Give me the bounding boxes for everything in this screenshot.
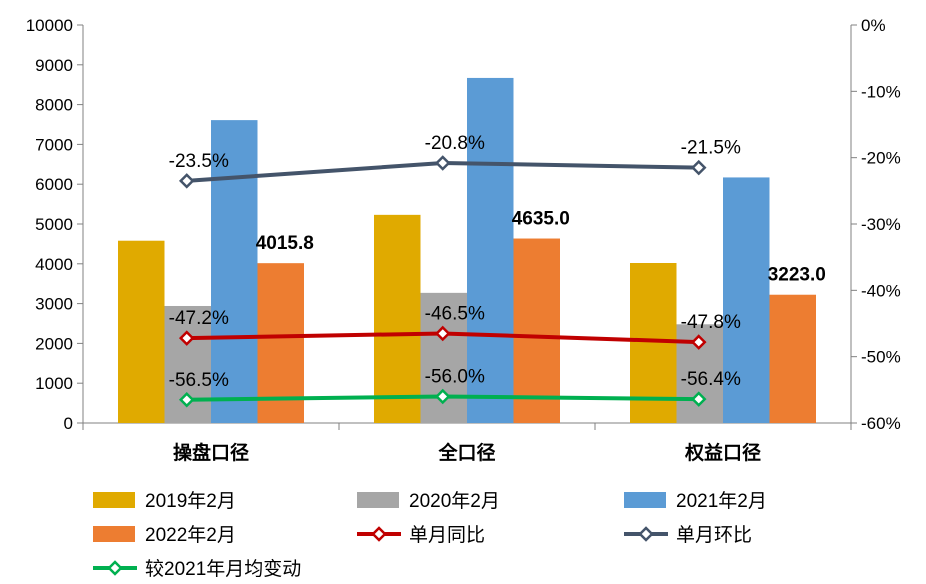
legend-label: 2020年2月 xyxy=(409,490,500,512)
y-left-tick-label: 1000 xyxy=(35,374,73,393)
legend: 2019年2月 2020年2月 2021年2月 2022年2月 单月同比 单月环比较202… xyxy=(93,490,767,580)
y-left-tick-label: 3000 xyxy=(35,295,73,314)
y-left-tick-label: 6000 xyxy=(35,175,73,194)
axes: 0 1000 2000 3000 4000 5000 6000 7000 8000 9000 100… xyxy=(26,16,901,464)
legend-item: 单月同比 xyxy=(357,524,485,546)
lines xyxy=(178,155,707,408)
line-point-marker xyxy=(434,388,451,405)
y-left-tick-label: 7000 xyxy=(35,135,73,154)
line-data-label: -47.8% xyxy=(681,312,741,333)
legend-swatch xyxy=(357,492,399,508)
legend-item: 2019年2月 xyxy=(93,490,236,512)
bar xyxy=(374,214,421,423)
legend-label: 单月环比 xyxy=(676,524,752,546)
line-point-marker xyxy=(178,392,195,408)
line-data-label: -20.8% xyxy=(425,133,485,154)
y-left-tick-label: 0 xyxy=(64,414,73,433)
line-point-marker xyxy=(178,173,195,189)
legend-label: 2022年2月 xyxy=(145,524,236,546)
y-left-tick-label: 9000 xyxy=(35,56,73,75)
bar-data-label: 3223.0 xyxy=(768,265,826,286)
y-right-tick-label: 0% xyxy=(861,16,886,35)
bar xyxy=(513,238,560,423)
legend-item: 2021年2月 xyxy=(624,490,767,512)
legend-label: 2021年2月 xyxy=(676,490,767,512)
line-data-label: -56.0% xyxy=(425,366,485,387)
y-right-tick-label: -10% xyxy=(861,82,901,101)
line-point-marker xyxy=(434,155,451,171)
y-right-tick-label: -30% xyxy=(861,215,901,234)
bar-data-label: 4015.8 xyxy=(256,233,314,254)
legend-label: 较2021年月均变动 xyxy=(145,558,301,580)
y-left-tick-label: 2000 xyxy=(35,334,73,353)
line-data-label: -21.5% xyxy=(681,138,741,159)
y-right-tick-label: -60% xyxy=(861,414,901,433)
line-point-marker xyxy=(434,325,451,342)
legend-marker xyxy=(638,526,654,542)
x-tick-label: 权益口径 xyxy=(684,441,761,464)
legend-swatch xyxy=(93,492,135,508)
bar xyxy=(211,120,258,423)
y-left-tick-label: 10000 xyxy=(26,16,73,35)
legend-item: 2020年2月 xyxy=(357,490,500,512)
line-data-label: -23.5% xyxy=(169,151,229,172)
line-data-label: -56.4% xyxy=(681,369,741,390)
x-tick-label: 全口径 xyxy=(437,441,495,464)
line-point-marker xyxy=(690,159,707,176)
bar xyxy=(257,263,304,423)
legend-swatch xyxy=(624,492,666,508)
data-labels: 4015.8 4635.0 3223.0 -47.2% -46.5% -47.8% -23.… xyxy=(169,133,826,391)
bar xyxy=(118,240,165,423)
legend-marker xyxy=(107,560,123,576)
bar xyxy=(467,77,514,424)
y-right-tick-label: -20% xyxy=(861,149,901,168)
line-point-marker xyxy=(690,334,707,350)
x-tick-label: 操盘口径 xyxy=(173,441,249,464)
y-left-tick-label: 4000 xyxy=(35,255,73,274)
y-left-tick-label: 5000 xyxy=(35,215,73,234)
bar xyxy=(769,294,816,423)
line-point-marker xyxy=(690,391,707,407)
legend-item: 2022年2月 xyxy=(93,524,236,546)
y-left-tick-label: 8000 xyxy=(35,96,73,115)
line-point-marker xyxy=(178,330,195,346)
legend-item: 较2021年月均变动 xyxy=(93,558,301,580)
bar xyxy=(723,177,770,423)
line-data-label: -47.2% xyxy=(169,308,229,329)
bar-data-label: 4635.0 xyxy=(512,209,570,230)
line-data-label: -46.5% xyxy=(425,303,485,324)
legend-label: 2019年2月 xyxy=(145,490,236,512)
y-right-tick-label: -40% xyxy=(861,281,901,300)
legend-marker xyxy=(371,526,387,542)
bars xyxy=(118,77,816,424)
line-data-label: -56.5% xyxy=(169,370,229,391)
legend-label: 单月同比 xyxy=(409,524,485,546)
legend-item: 单月环比 xyxy=(624,524,752,546)
y-right-tick-label: -50% xyxy=(861,348,901,367)
legend-swatch xyxy=(93,526,135,542)
